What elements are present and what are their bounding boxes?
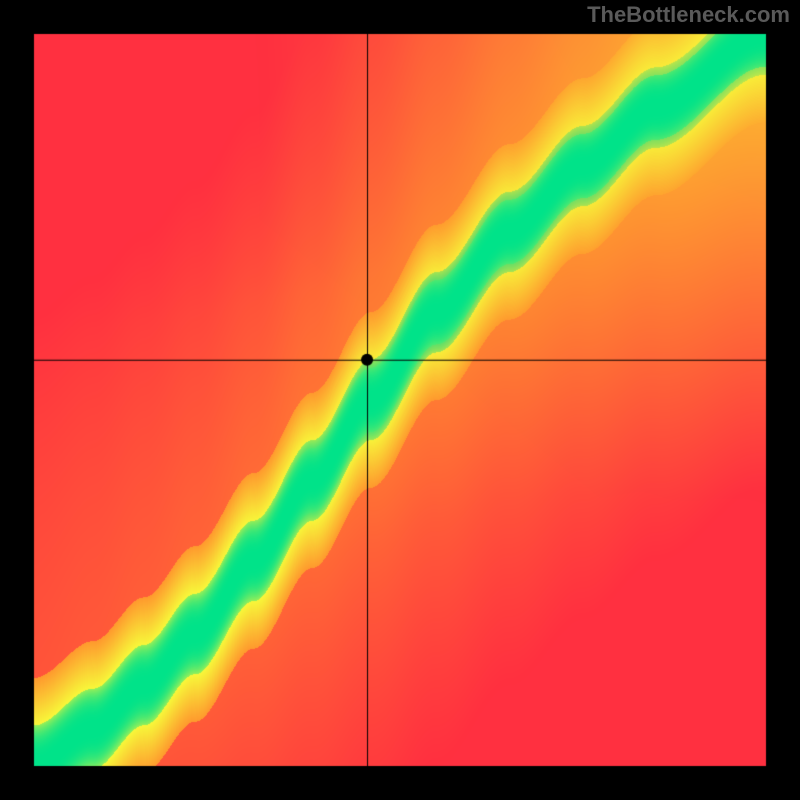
chart-container: TheBottleneck.com xyxy=(0,0,800,800)
bottleneck-heatmap xyxy=(0,0,800,800)
attribution-label: TheBottleneck.com xyxy=(587,2,790,28)
